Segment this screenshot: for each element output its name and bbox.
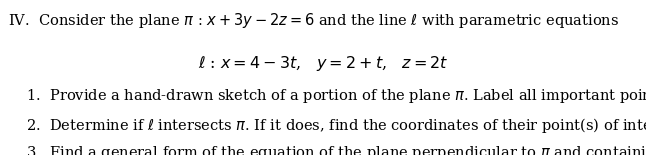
Text: $\ell$ : $x = 4 - 3t$,   $y = 2 + t$,   $z = 2t$: $\ell$ : $x = 4 - 3t$, $y = 2 + t$, $z =… xyxy=(198,54,448,73)
Text: 2.  Determine if $\ell$ intersects $\pi$. If it does, find the coordinates of th: 2. Determine if $\ell$ intersects $\pi$.… xyxy=(26,116,646,135)
Text: IV.  Consider the plane $\pi$ : $x + 3y - 2z = 6$ and the line $\ell$ with param: IV. Consider the plane $\pi$ : $x + 3y -… xyxy=(8,11,619,30)
Text: 1.  Provide a hand-drawn sketch of a portion of the plane $\pi$. Label all impor: 1. Provide a hand-drawn sketch of a port… xyxy=(26,87,646,105)
Text: 3.  Find a general form of the equation of the plane perpendicular to $\pi$ and : 3. Find a general form of the equation o… xyxy=(26,144,646,155)
